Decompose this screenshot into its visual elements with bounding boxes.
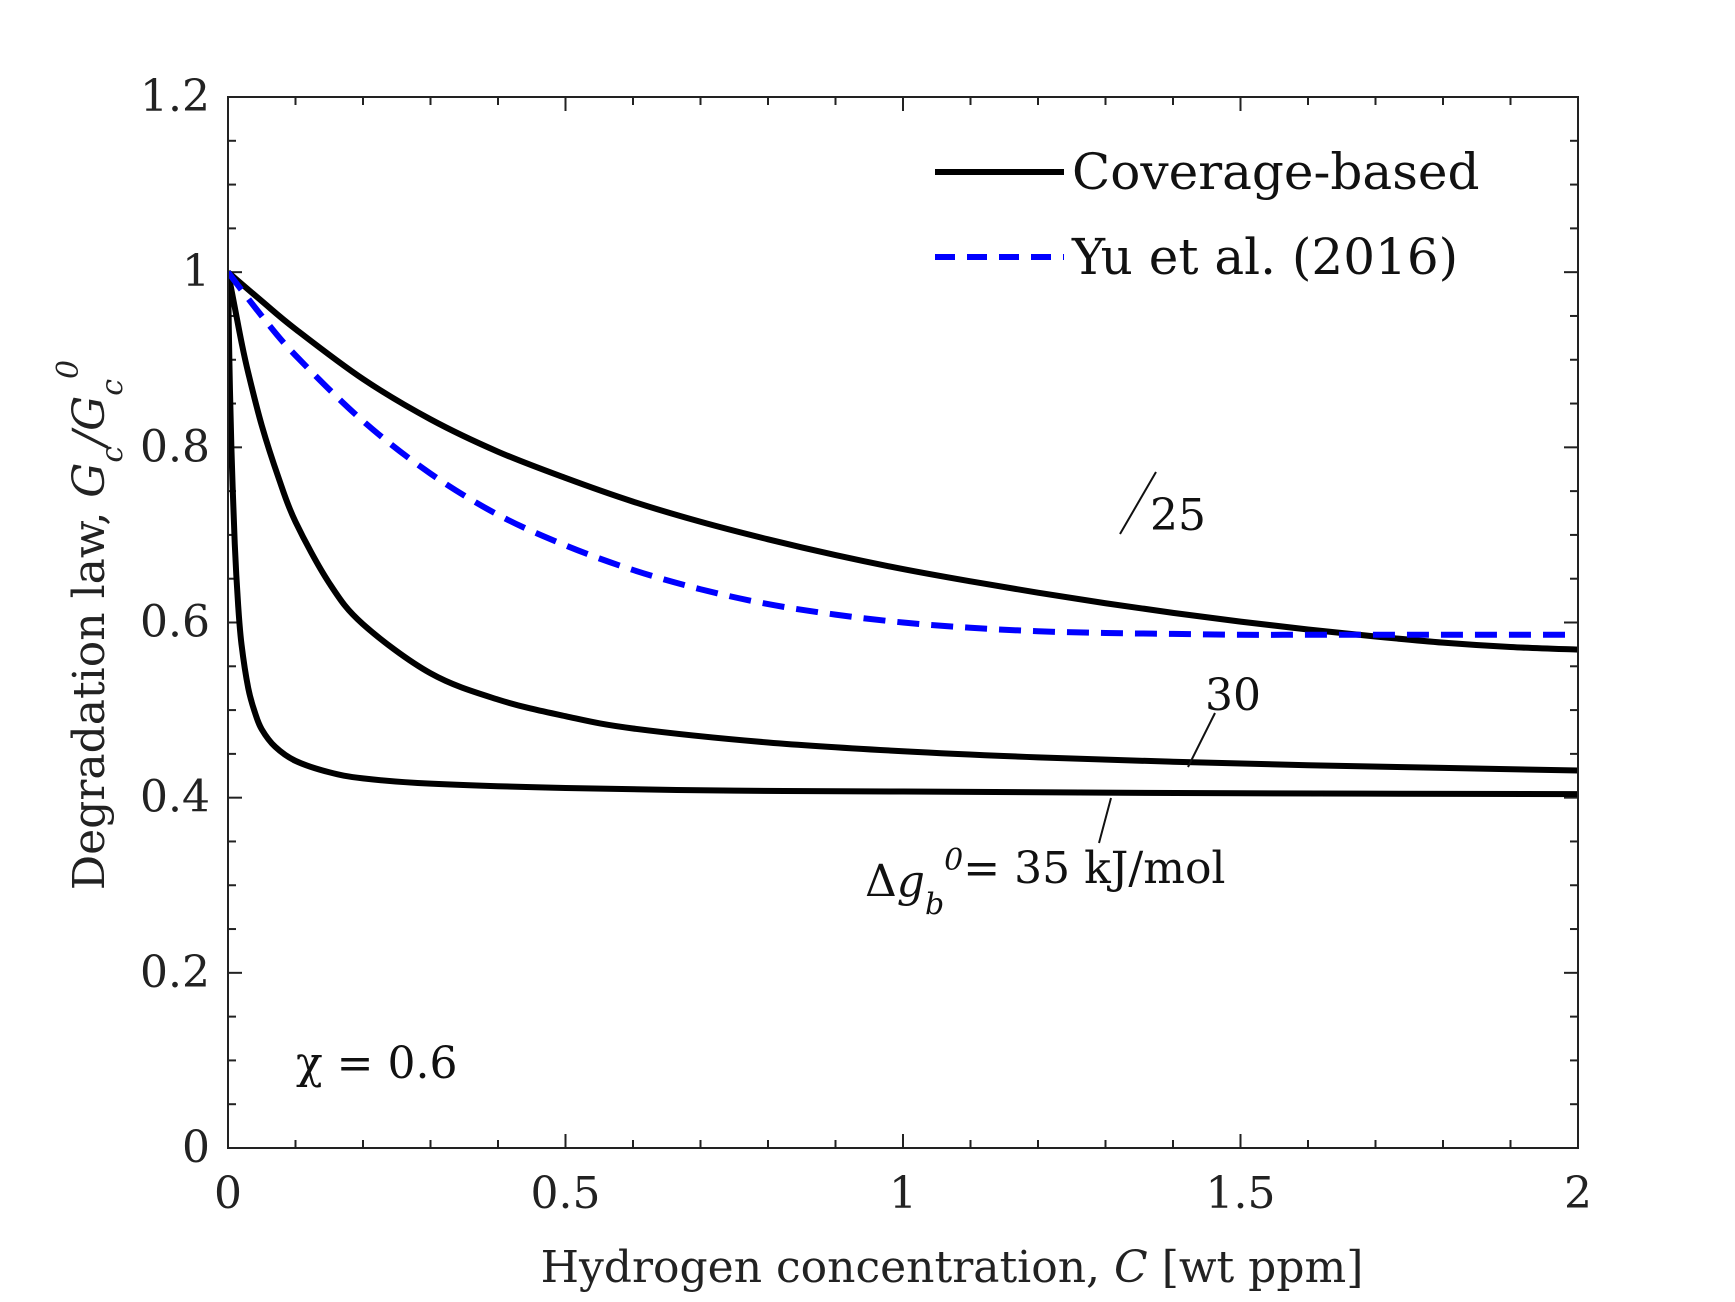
x-tick-label: 0	[214, 1168, 242, 1219]
annotation-35-leader	[1098, 797, 1112, 844]
annotation-25: 25	[1119, 471, 1206, 541]
x-axis-label: Hydrogen concentration, C [wt ppm]	[541, 1242, 1364, 1293]
x-axis-label-symbol: C	[1114, 1242, 1148, 1293]
x-axis-label-unit: [wt ppm]	[1148, 1242, 1364, 1293]
y-axis-label-prefix: Degradation law,	[64, 498, 115, 890]
annotation-35: Δgb0= 35 kJ/mol	[865, 797, 1226, 922]
legend: Coverage-based Yu et al. (2016)	[935, 143, 1479, 286]
plot-frame	[227, 96, 1579, 1149]
legend-label-yu: Yu et al. (2016)	[1071, 228, 1458, 286]
annotation-25-leader	[1119, 471, 1157, 535]
y-tick-label: 1.2	[140, 71, 210, 122]
series-line-yu	[228, 270, 1578, 638]
series-line-coverage-30	[228, 271, 1578, 774]
series-layer	[228, 269, 1578, 798]
y-tick-label: 0	[182, 1122, 210, 1173]
delta-g-symbol: Δ	[865, 856, 897, 907]
tick-labels-layer: 0 0.5 1 1.5 2 0 0.2 0.4 0.6 0.8 1 1.2	[140, 71, 1592, 1219]
delta-g-tail: = 35 kJ/mol	[963, 843, 1225, 894]
y-tick-label: 0.6	[140, 597, 210, 648]
annotation-30-label: 30	[1205, 670, 1261, 721]
annotation-25-label: 25	[1150, 490, 1206, 541]
y-tick-label: 0.8	[140, 421, 210, 472]
chi-annotation: χ = 0.6	[296, 1038, 457, 1089]
y-tick-label: 0.2	[140, 947, 210, 998]
y-tick-label: 0.4	[140, 772, 210, 823]
annotation-35-label: Δgb0= 35 kJ/mol	[865, 843, 1226, 922]
annotation-30: 30	[1187, 670, 1261, 768]
x-tick-label: 0.5	[531, 1168, 601, 1219]
annotation-30-leader	[1187, 712, 1216, 768]
series-line-coverage-25	[228, 269, 1578, 653]
ticks-layer	[227, 96, 1579, 1149]
y-tick-label: 1	[182, 246, 210, 297]
x-tick-label: 1	[889, 1168, 917, 1219]
series-line-coverage-35-kj-mol	[228, 272, 1578, 798]
y-axis-label: Degradation law, Gc/Gc0	[51, 360, 130, 890]
legend-label-coverage: Coverage-based	[1072, 143, 1479, 201]
x-tick-label: 2	[1564, 1168, 1592, 1219]
x-axis-label-prefix: Hydrogen concentration,	[541, 1242, 1114, 1293]
delta-g-var: gb0	[897, 843, 963, 922]
x-tick-label: 1.5	[1206, 1168, 1276, 1219]
y-axis-label-symbol: Gc/Gc0	[51, 360, 130, 498]
